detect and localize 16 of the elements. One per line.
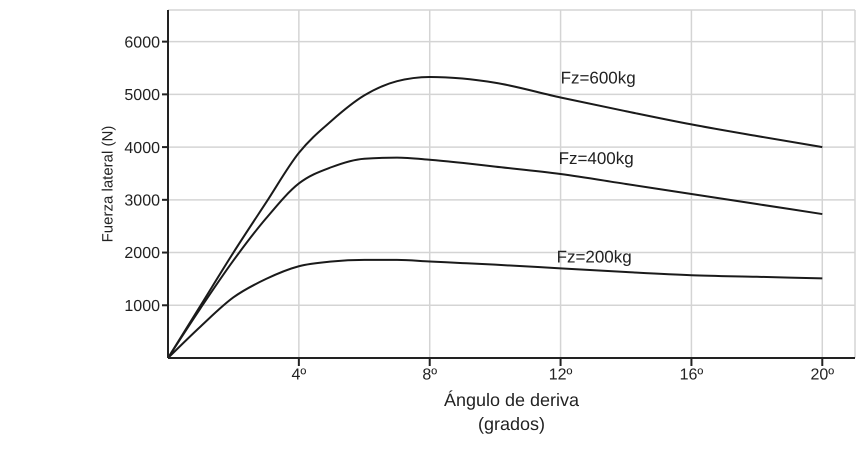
series-label: Fz=200kg [556,247,632,266]
x-tick-label: 16º [680,366,704,384]
y-axis-title: Fuerza lateral (N) [100,126,116,242]
x-tick-label: 8º [422,366,438,384]
y-tick-label: 2000 [124,245,160,262]
series-label: Fz=600kg [560,68,636,88]
y-tick-label: 5000 [124,87,160,104]
y-tick-label: 3000 [124,192,160,210]
x-tick-label: 4º [291,366,306,384]
y-tick-label: 4000 [124,140,160,157]
x-tick-label: 20º [810,366,834,384]
y-tick-label: 6000 [124,34,160,52]
x-tick-label: 12º [548,366,573,384]
x-axis-title: Ángulo de deriva (grados) [442,389,580,436]
y-tick-label: 1000 [124,298,160,315]
series-label: Fz=400kg [558,148,634,168]
